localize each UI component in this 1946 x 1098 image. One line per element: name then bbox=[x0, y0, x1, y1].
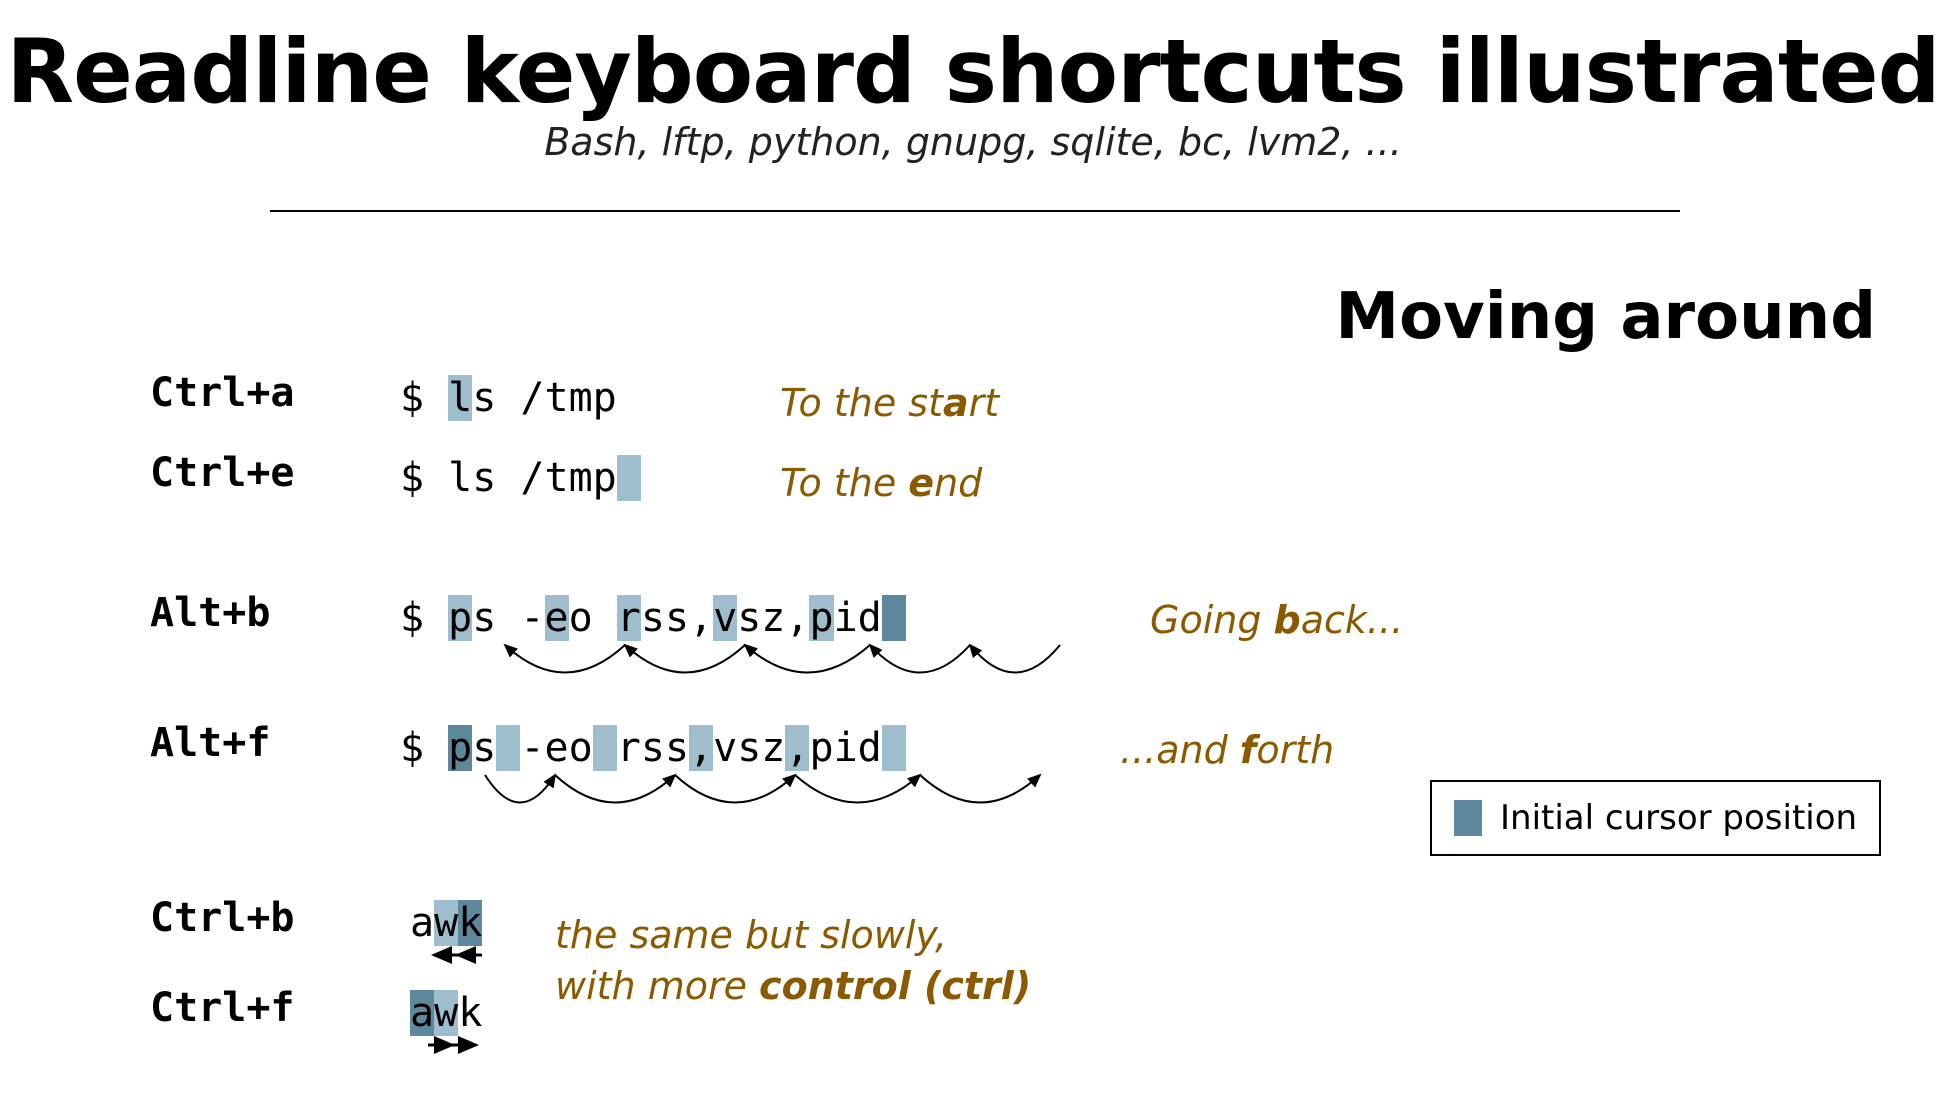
key-alt_b: Alt+b bbox=[150, 590, 270, 636]
key-ctrl_a: Ctrl+a bbox=[150, 370, 295, 416]
cmd-ctrl_e: $ ls /tmp bbox=[400, 455, 641, 501]
key-ctrl_f: Ctrl+f bbox=[150, 985, 295, 1031]
desc-ctrl_a: To the start bbox=[780, 378, 999, 429]
legend-box: Initial cursor position bbox=[1430, 780, 1881, 856]
desc-alt_b: Going back... bbox=[1150, 595, 1403, 646]
desc-ctrl_bf_desc: the same but slowly,with more control (c… bbox=[555, 910, 1031, 1013]
legend-swatch bbox=[1454, 800, 1482, 836]
desc-ctrl_e: To the end bbox=[780, 458, 982, 509]
key-ctrl_e: Ctrl+e bbox=[150, 450, 295, 496]
cmd-ctrl_a: $ ls /tmp bbox=[400, 375, 617, 421]
cheatsheet-root: Readline keyboard shortcuts illustrated … bbox=[0, 0, 1946, 1098]
cmd-alt_f: $ ps -eo rss,vsz,pid bbox=[400, 725, 906, 771]
page-title: Readline keyboard shortcuts illustrated bbox=[0, 20, 1946, 123]
key-ctrl_b: Ctrl+b bbox=[150, 895, 295, 941]
key-alt_f: Alt+f bbox=[150, 720, 270, 766]
horizontal-rule bbox=[270, 210, 1680, 212]
cmd-ctrl_f: awk bbox=[410, 990, 482, 1036]
page-subtitle: Bash, lftp, python, gnupg, sqlite, bc, l… bbox=[0, 120, 1946, 164]
cmd-alt_b: $ ps -eo rss,vsz,pid bbox=[400, 595, 906, 641]
cmd-ctrl_b: awk bbox=[410, 900, 482, 946]
section-heading: Moving around bbox=[1335, 280, 1876, 354]
desc-alt_f: ...and forth bbox=[1120, 725, 1334, 776]
legend-label: Initial cursor position bbox=[1500, 798, 1857, 838]
